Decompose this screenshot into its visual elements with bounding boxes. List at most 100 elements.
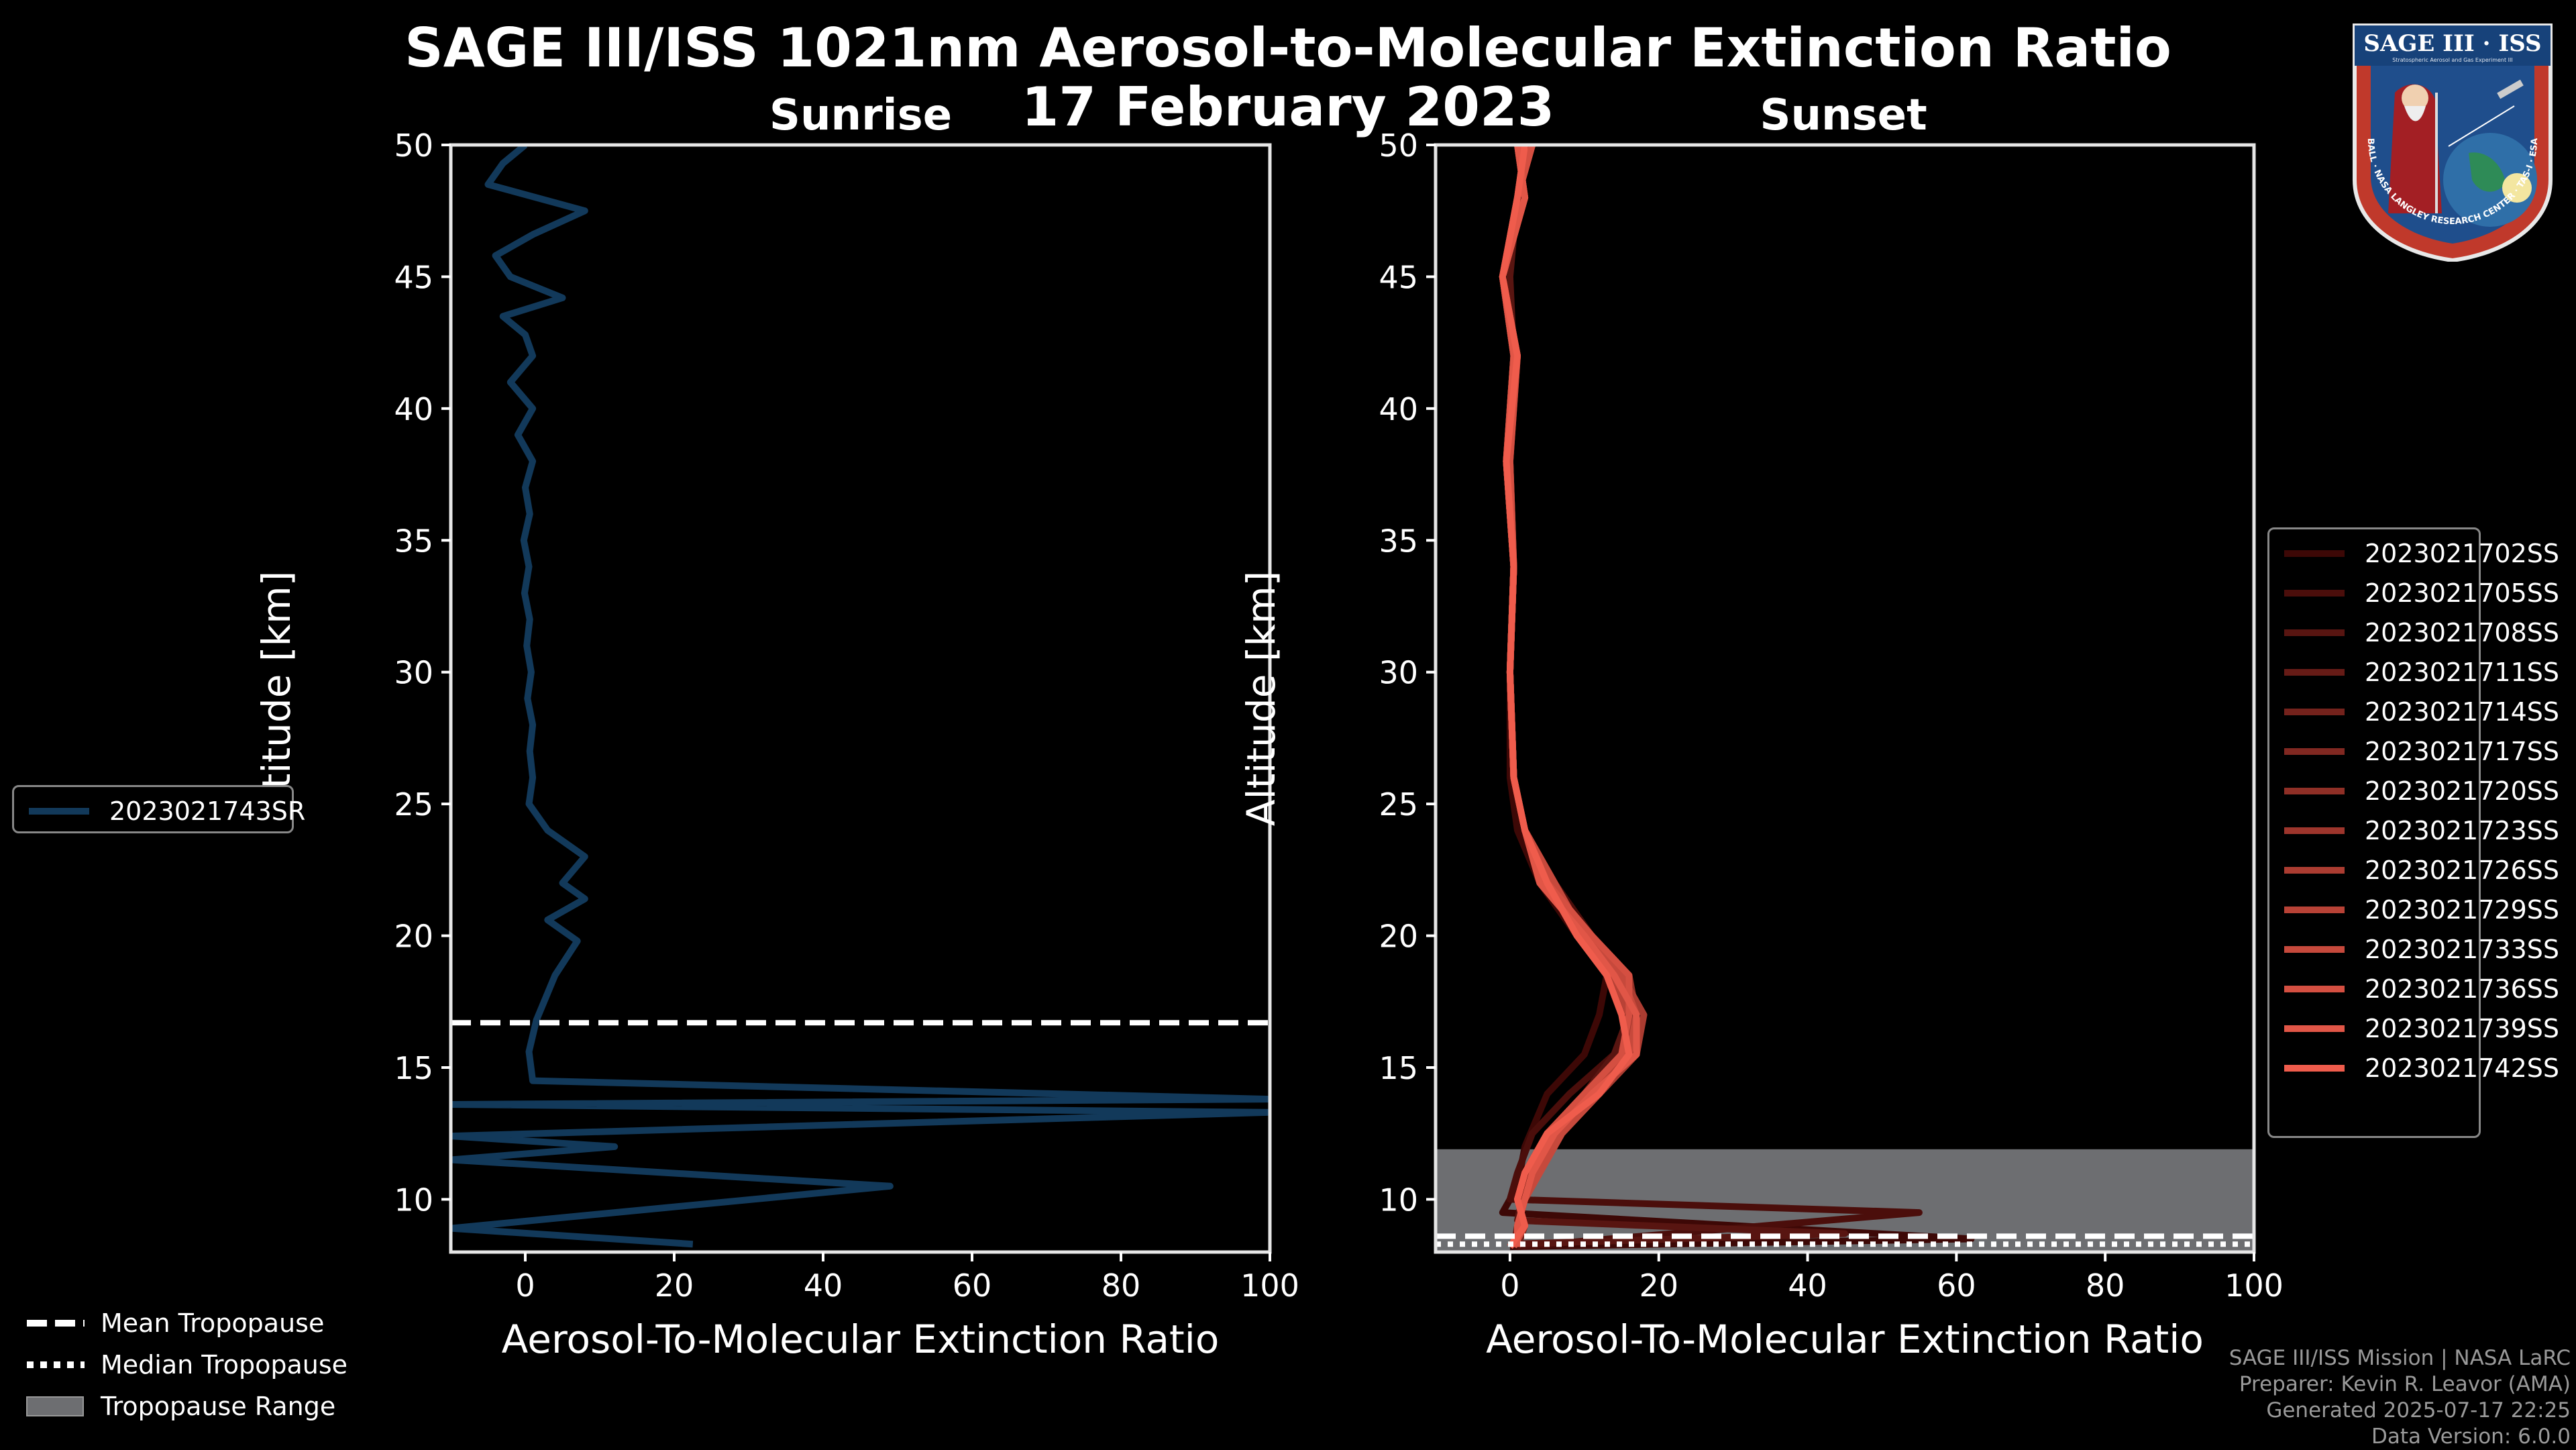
- legend-swatch: [2284, 590, 2345, 597]
- legend-label: 2023021729SS: [2365, 895, 2560, 925]
- legend-label: 2023021743SR: [109, 796, 306, 826]
- x-tick-label: 60: [953, 1267, 992, 1304]
- legend-swatch: [2284, 1025, 2345, 1032]
- y-tick-label: 30: [1379, 655, 1418, 691]
- y-tick-label: 45: [1379, 259, 1418, 295]
- logo-title: SAGE III · ISS: [2363, 30, 2541, 57]
- legend-median-tropopause: Median Tropopause: [25, 1350, 347, 1380]
- x-tick-label: 40: [804, 1267, 843, 1304]
- legend-label: 2023021714SS: [2365, 697, 2560, 727]
- legend-mean-tropopause: Mean Tropopause: [25, 1308, 347, 1338]
- dashed-line-swatch: [27, 1320, 85, 1327]
- legend-entry-2023021702SS: 2023021702SS: [2284, 539, 2559, 568]
- sunrise-plot-content: [451, 145, 1270, 1248]
- legend-entry-2023021705SS: 2023021705SS: [2284, 578, 2559, 608]
- y-tick-label: 15: [394, 1050, 433, 1086]
- y-axis-label: Altitude [km]: [1238, 571, 1284, 826]
- legend-entry-2023021714SS: 2023021714SS: [2284, 697, 2559, 727]
- x-tick-label: 100: [1240, 1267, 1299, 1304]
- y-axis-label: Altitude [km]: [254, 571, 299, 826]
- legend-label: 2023021739SS: [2365, 1014, 2560, 1043]
- credits-preparer: Preparer: Kevin R. Leavor (AMA): [2239, 1372, 2571, 1396]
- legend-entry-2023021717SS: 2023021717SS: [2284, 737, 2559, 766]
- legend-entry-2023021711SS: 2023021711SS: [2284, 658, 2559, 687]
- y-tick-label: 35: [1379, 523, 1418, 559]
- legend-tropopause-range: Tropopause Range: [25, 1392, 347, 1421]
- legend-label: 2023021720SS: [2365, 776, 2560, 806]
- legend-swatch: [2284, 629, 2345, 636]
- sunrise-axes-frame: [449, 143, 1272, 1254]
- x-tick-label: 60: [1937, 1267, 1976, 1304]
- legend-swatch: [2284, 867, 2345, 874]
- legend-entry-2023021742SS: 2023021742SS: [2284, 1053, 2559, 1083]
- legend-entry-2023021720SS: 2023021720SS: [2284, 776, 2559, 806]
- dotted-line-swatch: [27, 1361, 85, 1368]
- x-tick-label: 100: [2224, 1267, 2284, 1304]
- sunset-plot-content: [1436, 145, 2254, 1252]
- y-tick-label: 50: [1379, 127, 1418, 164]
- credits: SAGE III/ISS Mission | NASA LaRC Prepare…: [2229, 1345, 2571, 1450]
- y-tick-label: 35: [394, 523, 433, 559]
- tropopause-legend: Mean Tropopause Median Tropopause Tropop…: [25, 1308, 347, 1433]
- series-line-2023021742SS: [1499, 145, 1633, 1249]
- legend-label: 2023021702SS: [2365, 539, 2560, 568]
- y-tick-label: 10: [1379, 1182, 1418, 1218]
- y-tick-label: 40: [394, 391, 433, 427]
- range-swatch: [26, 1396, 84, 1416]
- sunset-legend: 2023021702SS 2023021705SS 2023021708SS 2023…: [2267, 527, 2559, 1138]
- legend-swatch: [2284, 788, 2345, 794]
- y-tick-label: 10: [394, 1182, 433, 1218]
- credits-version: Data Version: 6.0.0: [2371, 1425, 2571, 1449]
- chart-date: 17 February 2023: [1021, 76, 1555, 138]
- legend-label: 2023021736SS: [2365, 974, 2560, 1004]
- legend-entry-2023021739SS: 2023021739SS: [2284, 1014, 2559, 1043]
- legend-label: 2023021742SS: [2365, 1053, 2560, 1083]
- legend-swatch: [2284, 709, 2345, 715]
- legend-entry-2023021726SS: 2023021726SS: [2284, 856, 2559, 885]
- x-tick-label: 20: [1639, 1267, 1678, 1304]
- y-tick-label: 40: [1379, 391, 1418, 427]
- x-tick-label: 0: [515, 1267, 535, 1304]
- y-tick-label: 20: [1379, 919, 1418, 955]
- chart-title: SAGE III/ISS 1021nm Aerosol-to-Molecular…: [405, 17, 2171, 79]
- x-axis-label: Aerosol-To-Molecular Extinction Ratio: [502, 1316, 1220, 1362]
- legend-median-label: Median Tropopause: [101, 1350, 347, 1380]
- legend-swatch: [2284, 1065, 2345, 1072]
- legend-swatch: [2284, 669, 2345, 676]
- y-tick-label: 25: [394, 786, 433, 823]
- sunset-panel: 0 20 40 60 80 100 10 15 20 25 30 35 40 45 50 Aerosol-To…: [1238, 127, 2284, 1362]
- legend-label: 2023021723SS: [2365, 816, 2560, 845]
- sunrise-legend: 2023021743SR: [12, 785, 305, 833]
- credits-generated: Generated 2025-07-17 22:25: [2266, 1398, 2571, 1422]
- legend-entry-2023021729SS: 2023021729SS: [2284, 895, 2559, 925]
- series-line-2023021743SR: [451, 145, 1270, 1248]
- y-tick-label: 45: [394, 259, 433, 295]
- y-tick-label: 25: [1379, 786, 1418, 823]
- x-tick-label: 40: [1788, 1267, 1827, 1304]
- legend-entry-2023021708SS: 2023021708SS: [2284, 618, 2559, 648]
- legend-range-label: Tropopause Range: [101, 1392, 336, 1421]
- legend-label: 2023021733SS: [2365, 935, 2560, 964]
- legend-entry-2023021733SS: 2023021733SS: [2284, 935, 2559, 964]
- credits-mission: SAGE III/ISS Mission | NASA LaRC: [2229, 1346, 2571, 1370]
- sunrise-plot-area: [451, 145, 1270, 1252]
- sage-iii-iss-logo: SAGE III · ISS Stratospheric Aerosol and…: [2353, 23, 2553, 262]
- legend-swatch: [2284, 946, 2345, 953]
- legend-swatch: [2284, 550, 2345, 557]
- legend-entry-2023021736SS: 2023021736SS: [2284, 974, 2559, 1004]
- x-tick-label: 20: [655, 1267, 694, 1304]
- y-tick-label: 30: [394, 655, 433, 691]
- x-tick-label: 0: [1500, 1267, 1519, 1304]
- x-tick-label: 80: [2086, 1267, 2125, 1304]
- legend-swatch: [2284, 907, 2345, 913]
- y-tick-label: 20: [394, 919, 433, 955]
- legend-swatch: [29, 808, 89, 815]
- legend-mean-label: Mean Tropopause: [101, 1308, 325, 1338]
- legend-entry-2023021723SS: 2023021723SS: [2284, 816, 2559, 845]
- legend-entry-2023021743SR: 2023021743SR: [29, 796, 305, 826]
- legend-label: 2023021711SS: [2365, 658, 2560, 687]
- y-tick-label: 15: [1379, 1050, 1418, 1086]
- legend-label: 2023021726SS: [2365, 856, 2560, 885]
- legend-label: 2023021708SS: [2365, 618, 2560, 648]
